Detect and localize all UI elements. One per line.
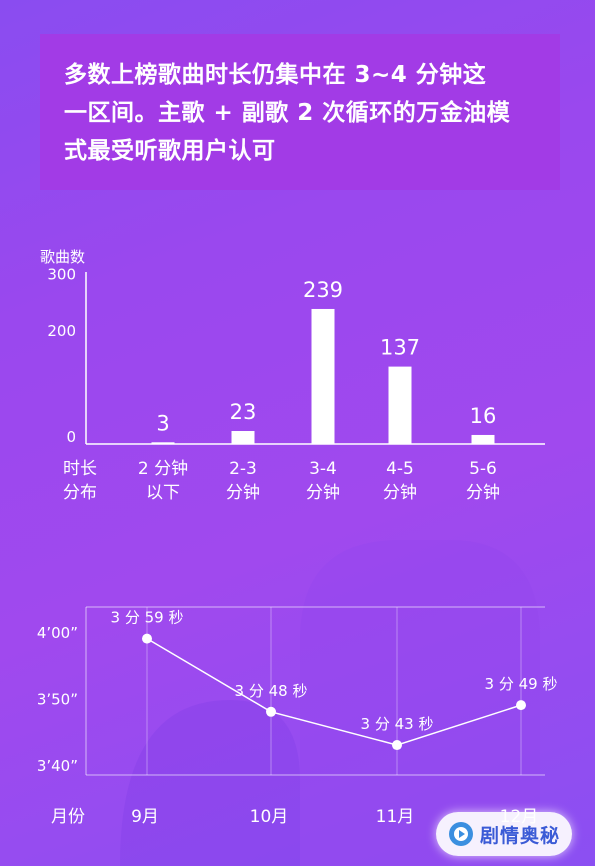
- headline-line-1: 多数上榜歌曲时长仍集中在 3~4 分钟这: [64, 62, 487, 88]
- bar: [231, 431, 255, 444]
- bar-y-tick-label: 0: [66, 428, 76, 446]
- bar-y-tick-label: 300: [47, 266, 76, 284]
- bar-value-label: 239: [303, 278, 343, 302]
- bar-value-label: 16: [470, 404, 497, 428]
- line-x-tick-label: 10月: [250, 807, 289, 827]
- bar-x-axis-title: 时长: [63, 459, 97, 479]
- bar: [471, 434, 495, 444]
- line-data-label: 3 分 49 秒: [485, 675, 558, 693]
- bar-category-label: 分钟: [466, 483, 500, 503]
- line-y-tick-label: 3’40”: [37, 757, 78, 775]
- line-data-label: 3 分 59 秒: [111, 609, 184, 627]
- bar-value-label: 3: [156, 411, 169, 435]
- bar-category-label: 5-6: [469, 459, 497, 479]
- watermark-badge: 剧情奥秘: [436, 812, 572, 856]
- line-x-axis-title: 月份: [51, 807, 85, 827]
- bar-y-tick-label: 200: [47, 322, 76, 340]
- bar-category-label: 2 分钟: [138, 459, 188, 479]
- headline-box: 多数上榜歌曲时长仍集中在 3~4 分钟这 一区间。主歌 + 副歌 2 次循环的万…: [40, 34, 560, 190]
- bar-value-label: 23: [230, 400, 257, 424]
- line-y-tick-label: 3’50”: [37, 691, 78, 709]
- line-x-tick-label: 11月: [376, 807, 415, 827]
- bar-y-axis-title: 歌曲数: [40, 248, 85, 266]
- line-data-label: 3 分 43 秒: [361, 715, 434, 733]
- headline-line-2: 一区间。主歌 + 副歌 2 次循环的万金油模: [64, 100, 511, 126]
- bar-category-label: 分钟: [306, 483, 340, 503]
- bar: [151, 442, 175, 444]
- bar-category-label: 以下: [146, 483, 180, 503]
- bar: [388, 366, 412, 444]
- bar-category-label: 分钟: [383, 483, 417, 503]
- line-point: [392, 740, 402, 751]
- bar-category-label: 3-4: [309, 459, 337, 479]
- watermark-text: 剧情奥秘: [479, 824, 560, 847]
- bar-category-label: 分钟: [226, 483, 260, 503]
- line-point: [142, 633, 152, 644]
- line-point: [516, 700, 526, 711]
- line-x-tick-label: 9月: [131, 807, 159, 827]
- line-series: [146, 638, 522, 746]
- line-y-tick-label: 4’00”: [37, 624, 78, 642]
- headline-line-3: 式最受听歌用户认可: [64, 138, 276, 164]
- bar-value-label: 137: [380, 336, 420, 360]
- play-logo-icon: [448, 822, 473, 846]
- line-point: [266, 706, 276, 717]
- bar: [311, 308, 335, 444]
- bar-category-label: 4-5: [386, 459, 414, 479]
- bar-x-axis-title: 分布: [63, 483, 97, 503]
- bar-category-label: 2-3: [229, 459, 257, 479]
- line-data-label: 3 分 48 秒: [235, 682, 308, 700]
